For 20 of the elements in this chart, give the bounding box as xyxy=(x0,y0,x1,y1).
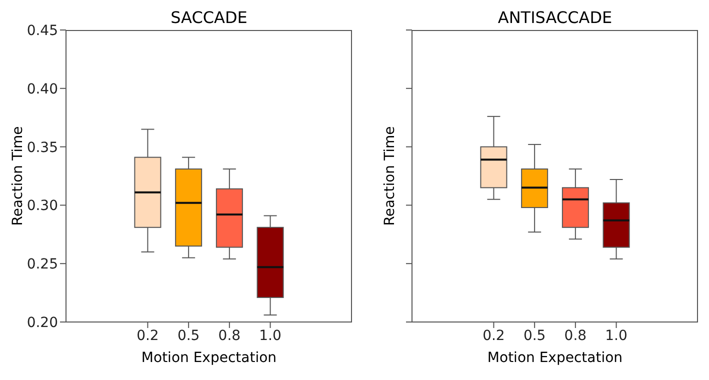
x-tick-label: 0.2 xyxy=(136,328,159,344)
x-tick-label: 0.5 xyxy=(177,328,200,344)
x-tick-label: 1.0 xyxy=(259,328,282,344)
x-axis-title: Motion Expectation xyxy=(486,350,624,366)
y-tick-label: 0.45 xyxy=(26,22,58,39)
y-tick-label: 0.30 xyxy=(26,198,58,214)
x-tick-label: 1.0 xyxy=(605,328,628,344)
y-tick-label: 0.25 xyxy=(26,256,58,273)
x-tick-label: 0.5 xyxy=(523,328,546,344)
y-axis-title: Reaction Time xyxy=(10,126,26,226)
x-tick-label: 0.8 xyxy=(564,328,587,344)
chart-title: SACCADE xyxy=(170,8,248,27)
x-tick-label: 0.2 xyxy=(482,328,505,344)
y-tick-label: 0.20 xyxy=(26,314,58,331)
x-tick-label: 0.8 xyxy=(218,328,241,344)
chart-title: ANTISACCADE xyxy=(496,8,614,27)
y-tick-label: 0.40 xyxy=(26,81,58,98)
x-axis-title: Motion Expectation xyxy=(140,350,278,366)
y-axis-title: Reaction Time xyxy=(382,126,398,226)
y-tick-label: 0.35 xyxy=(26,140,58,156)
